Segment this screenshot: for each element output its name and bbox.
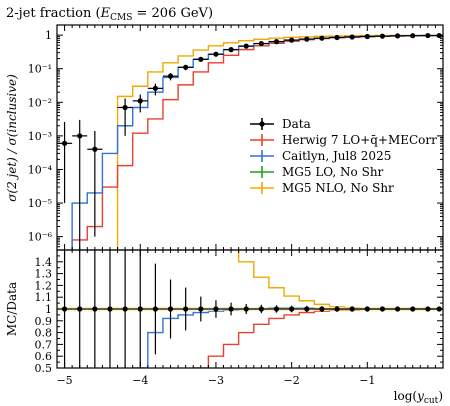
data-point xyxy=(258,40,264,47)
series-line-mg5-nlo-no-shr xyxy=(116,34,443,250)
legend-entry-mg5-nlo-no-shr: MG5 NLO, No Shr xyxy=(250,181,394,195)
legend-marker xyxy=(259,121,265,127)
legend-label: Data xyxy=(282,117,311,131)
ratio-point xyxy=(349,306,355,312)
ratio-line-caitlyn-jul8-2025 xyxy=(132,307,443,368)
data-point xyxy=(425,32,431,39)
data-point xyxy=(213,51,219,57)
data-point xyxy=(152,85,158,91)
x-axis-label: log(ycut) xyxy=(394,389,443,406)
ratio-y-tick-label: 0.5 xyxy=(35,362,53,375)
series-line-caitlyn-jul8-2025 xyxy=(71,34,443,250)
x-tick-label: −5 xyxy=(56,374,72,387)
data-point xyxy=(349,34,355,40)
data-point xyxy=(228,47,234,53)
x-tick-label: −2 xyxy=(284,374,300,387)
data-point xyxy=(319,35,325,41)
main-y-label: σ(2 jet) / σ(inclusive) xyxy=(5,74,19,202)
ratio-y-tick-label: 1.3 xyxy=(35,268,53,281)
ratio-point xyxy=(122,306,128,312)
data-point xyxy=(243,43,249,49)
chart-title: 2-jet fraction (ECMS = 206 GeV) xyxy=(6,6,213,23)
main-y-tick-label: 10⁻³ xyxy=(28,130,52,143)
ratio-point xyxy=(228,306,234,312)
data-point xyxy=(379,33,386,39)
ratio-point xyxy=(319,306,325,312)
main-y-tick-label: 10⁻¹ xyxy=(28,63,52,76)
ratio-point xyxy=(92,306,98,312)
main-y-tick-label: 10⁻⁵ xyxy=(28,197,52,210)
ratio-point xyxy=(304,306,310,312)
data-point xyxy=(394,33,401,39)
data-point xyxy=(183,64,189,70)
data-point xyxy=(273,39,280,45)
data-point xyxy=(410,33,416,39)
legend-label: Herwig 7 LO+q̄+MECorr xyxy=(282,133,437,147)
legend-entry-mg5-lo-no-shr: MG5 LO, No Shr xyxy=(250,165,384,179)
main-y-tick-label: 10⁻² xyxy=(28,96,52,109)
x-tick-label: −4 xyxy=(132,374,148,387)
ratio-point xyxy=(213,306,219,312)
ratio-point xyxy=(258,306,264,312)
main-y-tick-label: 10⁻⁶ xyxy=(28,231,53,244)
data-point xyxy=(122,104,128,111)
ratio-point xyxy=(425,306,431,312)
data-point xyxy=(61,140,68,146)
ratio-point xyxy=(410,306,416,312)
x-tick-label: −1 xyxy=(359,374,375,387)
ratio-frame xyxy=(56,249,444,369)
ratio-point xyxy=(61,306,68,312)
ratio-point xyxy=(107,306,113,312)
legend-entry-data: Data xyxy=(250,117,311,131)
ratio-y-axis: 0.50.60.70.80.911.11.21.31.4 xyxy=(35,249,443,375)
legend-label: Caitlyn, Jul8 2025 xyxy=(282,149,391,163)
main-plot-area xyxy=(57,32,443,250)
data-point xyxy=(334,34,340,41)
legend: Data Herwig 7 LO+q̄+MECorr Caitlyn, Jul8 2… xyxy=(250,117,437,195)
legend-entry-caitlyn-jul8-2025: Caitlyn, Jul8 2025 xyxy=(250,149,391,163)
ratio-point xyxy=(334,306,340,312)
data-point xyxy=(289,37,295,43)
data-point xyxy=(304,36,310,42)
ratio-point xyxy=(152,306,158,312)
x-tick-label: −3 xyxy=(208,374,224,387)
legend-label: MG5 LO, No Shr xyxy=(282,165,384,179)
main-y-tick-label: 1 xyxy=(45,29,52,42)
ratio-point xyxy=(394,306,401,312)
ratio-y-tick-label: 0.8 xyxy=(35,327,53,340)
data-point xyxy=(77,133,83,139)
ratio-y-tick-label: 1.4 xyxy=(35,256,53,269)
main-y-tick-label: 10⁻⁴ xyxy=(28,163,53,176)
ratio-y-tick-label: 0.9 xyxy=(35,315,53,328)
data-point xyxy=(167,73,174,79)
ratio-point xyxy=(273,306,280,312)
ratio-panel: 0.50.60.70.80.911.11.21.31.4 −5 −4 −3 −2 −1 xyxy=(35,249,444,387)
ratio-point xyxy=(137,306,143,312)
data-point xyxy=(364,33,370,40)
ratio-point xyxy=(77,306,83,312)
ratio-point xyxy=(379,306,386,312)
data-point xyxy=(92,146,98,152)
ratio-point xyxy=(364,306,370,312)
ratio-point xyxy=(183,306,189,312)
ratio-y-tick-label: 1.2 xyxy=(35,279,53,292)
ratio-y-label: MC/Data xyxy=(5,282,19,336)
data-point xyxy=(198,56,204,62)
ratio-y-tick-label: 0.7 xyxy=(35,338,53,351)
ratio-y-tick-label: 1 xyxy=(45,303,52,316)
legend-label: MG5 NLO, No Shr xyxy=(282,181,394,195)
legend-entry-herwig-7-lo-q-mecorr: Herwig 7 LO+q̄+MECorr xyxy=(250,133,437,147)
data-point xyxy=(137,98,143,104)
ratio-y-tick-label: 1.1 xyxy=(35,291,53,304)
ratio-point xyxy=(289,306,295,312)
ratio-plot-area xyxy=(57,250,443,368)
ratio-point xyxy=(243,306,249,312)
x-axis: −5 −4 −3 −2 −1 xyxy=(56,250,444,387)
ratio-point xyxy=(198,306,204,312)
ratio-point xyxy=(167,306,174,312)
main-panel: 10⁻⁶ 10⁻⁵ 10⁻⁴ 10⁻³ 10⁻² 10⁻¹ 1 xyxy=(28,24,444,251)
ratio-y-tick-label: 0.6 xyxy=(35,350,53,363)
